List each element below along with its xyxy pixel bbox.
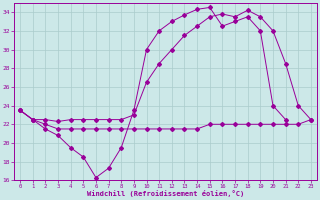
X-axis label: Windchill (Refroidissement éolien,°C): Windchill (Refroidissement éolien,°C) [87, 190, 244, 197]
